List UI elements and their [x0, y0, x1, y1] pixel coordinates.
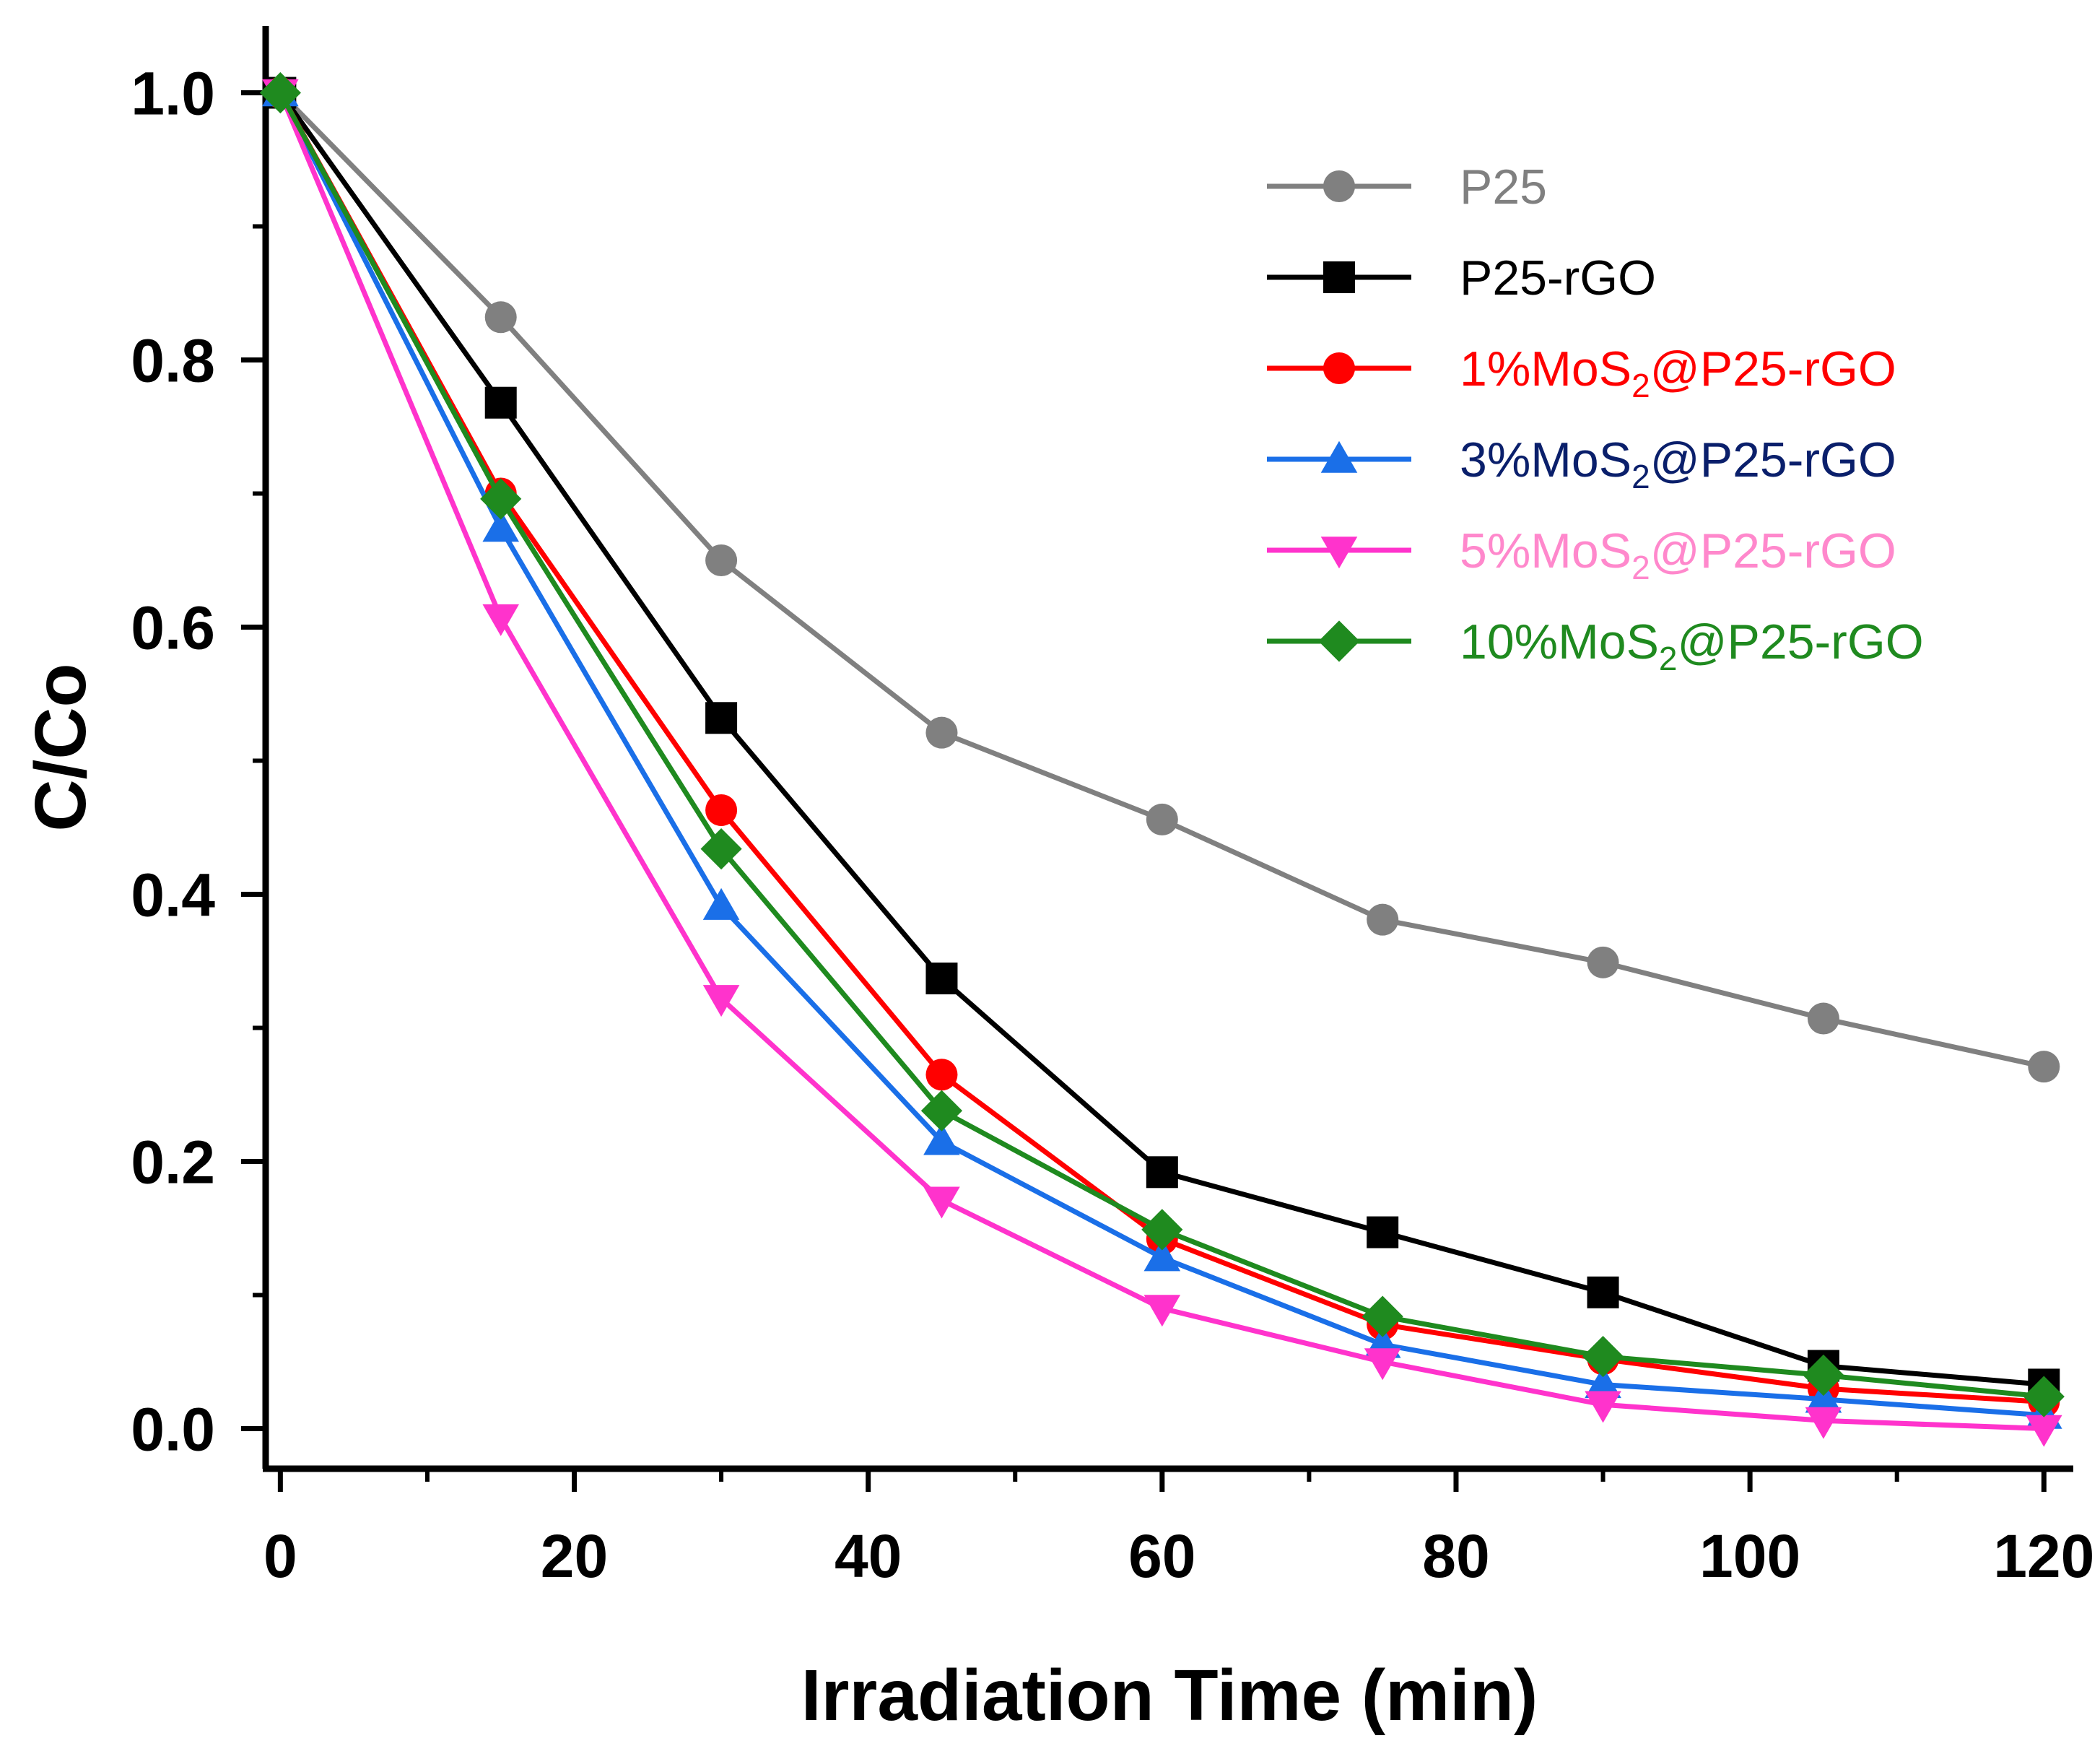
data-point: [1146, 1156, 1178, 1189]
data-point: [1807, 1002, 1839, 1035]
x-tick-label: 0: [263, 1522, 297, 1590]
y-tick-label: 0.4: [131, 861, 215, 929]
series-line: [278, 91, 2044, 1399]
data-point: [1803, 1354, 1844, 1397]
data-point: [480, 478, 522, 520]
data-point: [702, 985, 740, 1017]
data-point: [2025, 1415, 2062, 1447]
data-point: [1585, 1391, 1621, 1423]
legend-marker: [1320, 537, 1358, 569]
series-1: [264, 77, 2060, 1401]
data-point: [1587, 1276, 1619, 1308]
x-tick-label: 20: [541, 1522, 608, 1590]
data-point: [1805, 1407, 1842, 1439]
data-point: [705, 794, 738, 826]
data-point: [259, 71, 301, 114]
legend-marker: [1318, 620, 1360, 662]
data-point: [1367, 903, 1399, 936]
data-point: [2023, 1376, 2065, 1417]
data-point: [702, 887, 740, 920]
x-axis-title: Irradiation Time (min): [801, 1655, 1538, 1736]
data-point: [1364, 1348, 1401, 1381]
data-point: [923, 1123, 960, 1155]
series-line: [278, 91, 2045, 1069]
legend-marker: [1320, 440, 1358, 473]
y-axis-title: C/Co: [20, 663, 101, 831]
data-point: [1585, 1366, 1621, 1399]
data-point: [920, 1090, 963, 1132]
axes: [262, 26, 2073, 1472]
data-point: [482, 510, 520, 542]
data-point: [923, 1186, 960, 1219]
legend-item: P25: [1267, 160, 1547, 214]
legend-label: P25-rGO: [1460, 251, 1656, 305]
y-tick-label: 0.0: [131, 1396, 215, 1464]
data-point: [1143, 1239, 1181, 1272]
data-point: [1141, 1209, 1183, 1251]
legend-label: P25: [1460, 160, 1547, 214]
legend-label: 10%MoS2@P25-rGO: [1460, 614, 1924, 677]
data-point: [2028, 1051, 2060, 1083]
series-0: [264, 77, 2060, 1083]
data-point: [1587, 946, 1619, 978]
y-tick-label: 1.0: [131, 60, 215, 128]
series-5: [259, 71, 2065, 1417]
data-point: [1143, 1295, 1181, 1327]
y-tick-label: 0.8: [131, 327, 215, 395]
data-point: [925, 716, 958, 749]
legend-item: 5%MoS2@P25-rGO: [1267, 524, 1896, 586]
data-point: [705, 702, 738, 734]
data-point: [1805, 1381, 1842, 1413]
data-point: [484, 301, 517, 334]
series-line: [278, 91, 2044, 1404]
data-point: [484, 386, 517, 419]
data-point: [482, 604, 520, 636]
data-point: [1361, 1295, 1403, 1337]
axis-ticks: [241, 90, 2047, 1492]
data-point: [925, 963, 958, 995]
data-point: [1146, 803, 1178, 835]
legend-item: 3%MoS2@P25-rGO: [1267, 433, 1896, 495]
legend-marker: [1323, 261, 1355, 293]
data-point: [925, 1059, 958, 1091]
series-line: [278, 91, 2044, 1387]
legend-item: 10%MoS2@P25-rGO: [1267, 614, 1924, 677]
legend-marker: [1323, 352, 1355, 384]
x-tick-label: 60: [1128, 1522, 1195, 1590]
y-tick-label: 0.6: [131, 594, 215, 662]
legend-item: 1%MoS2@P25-rGO: [1267, 342, 1896, 404]
x-tick-label: 100: [1699, 1522, 1800, 1590]
data-point: [700, 828, 742, 870]
x-tick-label: 40: [835, 1522, 902, 1590]
legend-label: 5%MoS2@P25-rGO: [1460, 524, 1896, 586]
x-tick-label: 120: [1993, 1522, 2094, 1590]
x-tick-label: 80: [1422, 1522, 1489, 1590]
legend-label: 3%MoS2@P25-rGO: [1460, 433, 1896, 495]
tick-labels: 0 20 40 60 80 100 120 0.0 0.2 0.4 0.6 0.8 1.0: [131, 60, 2094, 1591]
legend: P25 P25-rGO 1%MoS2@P25-rGO 3%MoS2@P25-rGO 5%…: [1267, 160, 1924, 677]
data-point: [1367, 1216, 1399, 1248]
legend-label: 1%MoS2@P25-rGO: [1460, 342, 1896, 404]
legend-marker: [1323, 170, 1355, 202]
data-point: [1582, 1336, 1624, 1378]
legend-item: P25-rGO: [1267, 251, 1656, 305]
data-point: [705, 544, 738, 576]
y-tick-label: 0.2: [131, 1129, 215, 1196]
series: [259, 71, 2065, 1447]
